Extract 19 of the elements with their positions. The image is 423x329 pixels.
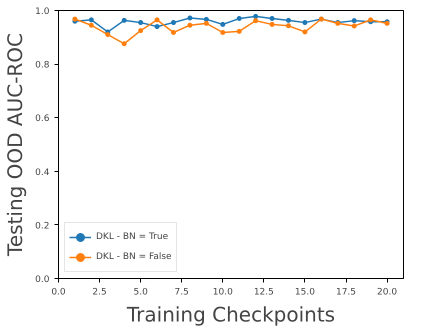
x-tick-label: 5.0 [133,288,148,298]
y-tick-label: 0.4 [35,168,50,178]
x-tick-label: 10.0 [212,288,234,298]
x-tick-label: 2.5 [92,288,107,298]
x-tick-label: 0.0 [51,288,66,298]
legend-label: DKL - BN = False [96,252,172,262]
legend-label: DKL - BN = True [96,232,168,242]
x-tick-label: 12.5 [254,288,274,298]
x-tick-label: 7.5 [174,288,189,298]
x-tick-label: 15.0 [294,288,316,298]
y-axis-title: Testing OOD AUC-ROC [3,32,28,258]
y-tick-label: 0.8 [35,60,50,71]
x-axis-title: Training Checkpoints [126,302,336,326]
y-tick-label: 0.6 [35,114,50,124]
y-tick-label: 1.0 [35,7,50,17]
x-tick-label: 20.0 [377,288,398,298]
y-tick-label: 0.0 [35,275,50,285]
x-tick-label: 17.5 [336,288,356,298]
y-tick-label: 0.2 [35,221,50,232]
